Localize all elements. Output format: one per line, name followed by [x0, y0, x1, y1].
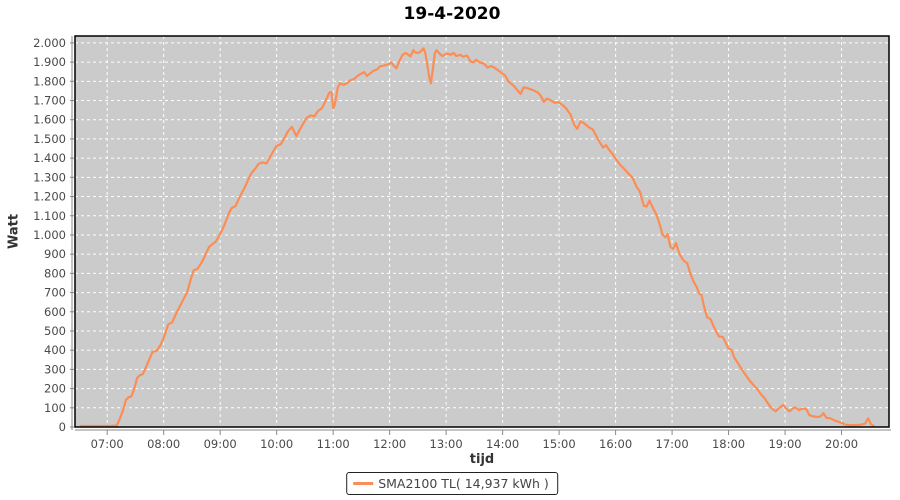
x-tick-label: 11:00	[317, 437, 350, 451]
legend: SMA2100 TL( 14,937 kWh )	[346, 472, 558, 495]
legend-series-swatch	[353, 482, 374, 485]
x-tick-label: 19:00	[768, 437, 801, 451]
y-tick-label: 1.000	[33, 228, 66, 242]
y-tick-label: 200	[44, 382, 66, 396]
x-tick-label: 20:00	[825, 437, 858, 451]
x-tick-label: 12:00	[373, 437, 406, 451]
y-tick-label: 900	[44, 247, 66, 261]
series-line	[79, 47, 875, 428]
y-tick-label: 1.600	[33, 113, 66, 127]
y-tick-label: 600	[44, 305, 66, 319]
x-tick-label: 16:00	[599, 437, 632, 451]
y-tick-label: 400	[44, 343, 66, 357]
y-tick-label: 1.400	[33, 151, 66, 165]
y-tick-label: 1.100	[33, 209, 66, 223]
plot-area	[75, 36, 889, 427]
y-axis-title: Watt	[6, 213, 22, 250]
chart-title: 19-4-2020	[403, 4, 501, 24]
x-tick-label: 18:00	[712, 437, 745, 451]
y-tick-label: 300	[44, 362, 66, 376]
x-tick-label: 17:00	[656, 437, 689, 451]
x-tick-label: 13:00	[430, 437, 463, 451]
y-tick-label: 1.900	[33, 55, 66, 69]
y-tick-label: 100	[44, 401, 66, 415]
x-axis-title: tijd	[469, 452, 495, 467]
legend-series-label: SMA2100 TL( 14,937 kWh )	[378, 476, 549, 491]
y-tick-label: 1.800	[33, 74, 66, 88]
y-tick-label: 700	[44, 286, 66, 300]
x-tick-label: 07:00	[91, 437, 124, 451]
x-tick-label: 08:00	[147, 437, 180, 451]
y-tick-label: 1.300	[33, 170, 66, 184]
x-tick-label: 15:00	[543, 437, 576, 451]
y-tick-label: 1.200	[33, 190, 66, 204]
y-tick-label: 1.500	[33, 132, 66, 146]
x-tick-label: 10:00	[260, 437, 293, 451]
x-tick-label: 14:00	[486, 437, 519, 451]
y-tick-label: 2.000	[33, 36, 66, 50]
y-tick-label: 800	[44, 266, 66, 280]
y-tick-label: 500	[44, 324, 66, 338]
x-tick-label: 09:00	[204, 437, 237, 451]
y-tick-label: 0	[59, 420, 66, 434]
plot-border	[74, 35, 890, 428]
y-tick-label: 1.700	[33, 94, 66, 108]
